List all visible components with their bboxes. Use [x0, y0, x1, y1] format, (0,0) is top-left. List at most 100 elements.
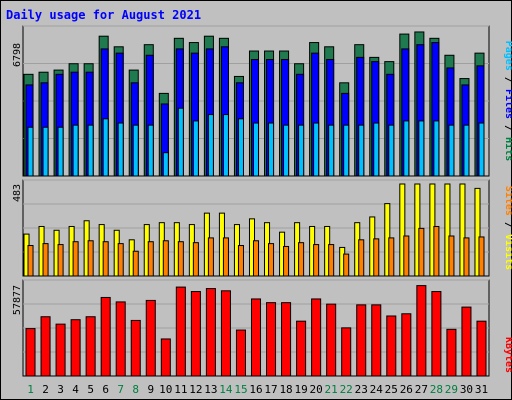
bar-kbytes-day-20: [311, 298, 322, 377]
bar-sites-day-12: [192, 242, 199, 277]
bar-sites-day-1: [27, 245, 34, 277]
day-label-21: 21: [325, 383, 338, 396]
day-label-8: 8: [132, 383, 139, 396]
bar-sites-day-2: [42, 243, 49, 277]
bar-kbytes-day-21: [326, 303, 337, 377]
bar-kbytes-day-23: [356, 304, 367, 377]
bar-kbytes-day-26: [401, 313, 412, 377]
bar-sites-day-16: [252, 240, 260, 277]
bar-pages-day-21: [328, 124, 335, 177]
panel-bottom-bars: [23, 279, 489, 377]
bar-sites-day-20: [313, 244, 320, 277]
bar-sites-day-15: [237, 245, 244, 277]
bar-kbytes-day-16: [250, 298, 262, 377]
bar-kbytes-day-27: [416, 285, 427, 377]
day-label-17: 17: [264, 383, 277, 396]
bar-pages-day-3: [57, 126, 64, 177]
bar-kbytes-day-22: [341, 327, 352, 377]
bar-pages-day-19: [298, 124, 305, 177]
bar-visits-day-29: [444, 183, 451, 277]
day-label-4: 4: [72, 383, 79, 396]
bar-pages-day-9: [147, 124, 154, 177]
bar-pages-day-16: [252, 122, 260, 177]
bar-pages-day-10: [162, 152, 169, 177]
bar-kbytes-day-31: [476, 320, 487, 377]
day-label-1: 1: [27, 383, 34, 396]
bar-pages-day-20: [313, 122, 320, 177]
bar-kbytes-day-5: [85, 316, 96, 377]
bar-pages-day-2: [42, 126, 49, 177]
bar-kbytes-day-15: [235, 329, 246, 377]
bar-sites-day-6: [102, 241, 109, 277]
bar-sites-day-3: [57, 244, 64, 277]
panel-middle-bars: [23, 179, 489, 277]
day-label-28: 28: [430, 383, 443, 396]
bar-kbytes-day-8: [130, 319, 141, 377]
day-label-14: 14: [219, 383, 233, 396]
bar-kbytes-day-6: [100, 296, 111, 377]
panel-bottom-max-label: 57877: [12, 285, 23, 315]
bar-sites-day-17: [268, 243, 275, 277]
svg-text:Pages / Files: Pages / Files / Hits: [503, 41, 512, 162]
panel-middle-legend: Sites / Visits: [503, 186, 512, 270]
bar-kbytes-day-13: [205, 288, 216, 377]
day-label-11: 11: [174, 383, 187, 396]
bar-kbytes-day-7: [115, 301, 126, 377]
bar-kbytes-day-28: [431, 291, 442, 377]
bar-kbytes-day-29: [446, 328, 457, 377]
panel-top-legend: Pages / Files / Hits: [503, 41, 512, 162]
legend-kbytes: KBytes: [503, 337, 512, 373]
bar-sites-day-11: [177, 241, 184, 277]
bar-sites-day-5: [87, 240, 94, 277]
bar-sites-day-13: [207, 237, 214, 277]
day-label-15: 15: [234, 383, 247, 396]
bar-kbytes-day-1: [25, 328, 36, 377]
legend-files: Files: [503, 89, 512, 119]
bar-pages-day-30: [463, 124, 470, 177]
bar-kbytes-day-17: [266, 302, 277, 377]
bar-visits-day-26: [399, 183, 406, 277]
bar-kbytes-day-24: [371, 304, 382, 377]
bar-pages-day-14: [222, 114, 229, 177]
bar-sites-day-10: [162, 240, 169, 277]
bar-sites-day-27: [418, 227, 425, 277]
day-label-24: 24: [370, 383, 384, 396]
bar-sites-day-22: [343, 253, 350, 277]
panel-top: 6798 Pages / Files / Hits: [12, 25, 512, 177]
day-label-13: 13: [204, 383, 217, 396]
bar-sites-day-14: [222, 237, 229, 277]
panel-bottom-legend: KBytes: [503, 337, 512, 373]
bar-pages-day-8: [132, 124, 139, 177]
bar-kbytes-day-2: [40, 316, 51, 377]
bar-sites-day-25: [388, 237, 395, 277]
bar-kbytes-day-9: [145, 299, 156, 377]
day-label-6: 6: [102, 383, 109, 396]
legend-sites: Sites: [503, 186, 512, 216]
bar-kbytes-day-4: [70, 319, 81, 377]
bar-visits-day-31: [474, 187, 481, 277]
bar-pages-day-17: [268, 122, 275, 177]
day-label-30: 30: [460, 383, 473, 396]
day-label-29: 29: [445, 383, 458, 396]
bar-kbytes-day-14: [220, 290, 231, 377]
bar-pages-day-4: [72, 124, 79, 177]
bar-pages-day-18: [283, 124, 290, 177]
bar-pages-day-26: [403, 120, 410, 177]
bar-sites-day-8: [132, 250, 139, 277]
bar-pages-day-25: [388, 124, 395, 177]
chart-title: Daily usage for August 2021: [6, 8, 201, 22]
bar-pages-day-28: [433, 120, 440, 177]
bar-pages-day-1: [27, 126, 34, 177]
panel-top-bars: [23, 25, 489, 177]
day-label-5: 5: [87, 383, 94, 396]
bar-sites-day-29: [448, 235, 455, 277]
bar-sites-day-7: [117, 243, 124, 277]
day-label-23: 23: [355, 383, 368, 396]
day-label-20: 20: [310, 383, 323, 396]
svg-text:Sites / Visits: Sites / Visits: [503, 186, 512, 270]
day-label-3: 3: [57, 383, 64, 396]
panel-middle: 483 Sites / Visits: [12, 179, 512, 277]
legend-visits: Visits: [503, 234, 512, 270]
day-label-31: 31: [475, 383, 488, 396]
